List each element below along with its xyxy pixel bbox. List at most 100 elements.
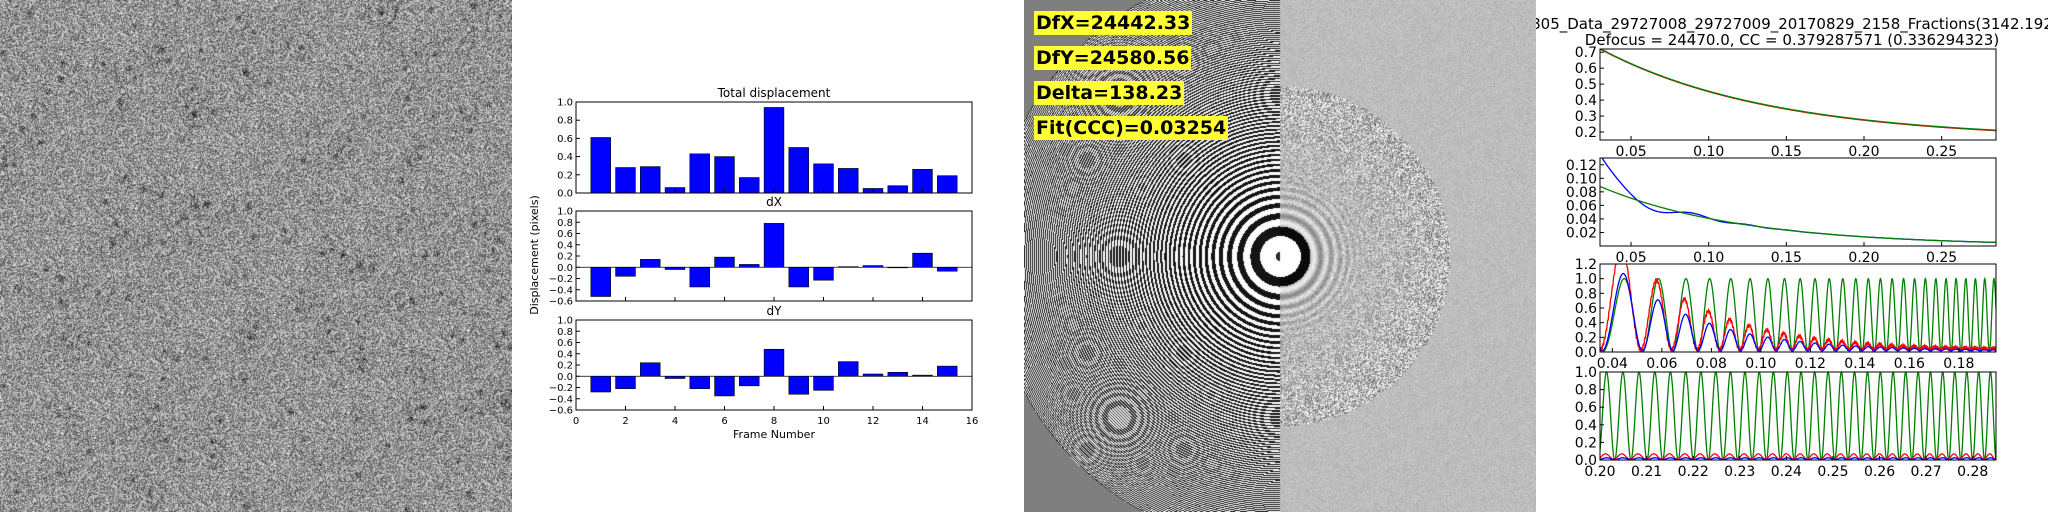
fit-subplot-0: 0.70.60.50.40.30.2 0.05 0.10 0.15 0.20 0.25 — [1575, 45, 1997, 160]
drift-bar — [838, 361, 859, 377]
ytick-label: 0.10 — [1566, 171, 1597, 187]
fit-axes-box — [1599, 48, 1997, 141]
xtick-label: 4 — [672, 416, 678, 427]
drift-bar — [714, 256, 735, 268]
ytick-label: 0.4 — [1575, 93, 1597, 109]
drift-bar — [838, 168, 859, 194]
ytick-label: 0.8 — [557, 116, 573, 127]
ctf-panel: DfX=24442.33 DfY=24580.56 Delta=138.23 F… — [1024, 0, 1536, 512]
ytick-label: 0.0 — [557, 189, 573, 200]
drift-subplot-2: dY 1.00.80.60.40.20.0−0.2−0.4−0.60 2 4 6 8 10 1… — [549, 304, 979, 427]
drift-bar — [862, 265, 884, 268]
fit-axes-box — [1599, 371, 1997, 461]
drift-bar — [813, 266, 834, 281]
xtick-label: 0.22 — [1678, 464, 1709, 480]
fit-line-green — [1600, 185, 1996, 244]
ytick-label: 1.0 — [1575, 272, 1597, 288]
drift-bar — [887, 185, 908, 194]
ytick-label: 0.5 — [1575, 77, 1597, 93]
xtick-label: 0.24 — [1771, 464, 1802, 480]
drift-subplot-title: dX — [766, 195, 782, 209]
drift-bar — [912, 252, 933, 268]
xtick-label: 0.04 — [1597, 356, 1628, 372]
xtick-label: 0.28 — [1957, 464, 1988, 480]
drift-bar — [862, 373, 884, 377]
ytick-label: 0.0 — [557, 263, 573, 274]
micrograph-panel — [0, 0, 512, 512]
ytick-label: 0.8 — [1575, 383, 1597, 399]
drift-bar — [763, 107, 785, 194]
drift-bar — [640, 259, 661, 268]
ytick-label: 0.0 — [557, 372, 573, 383]
ytick-label: 0.2 — [1575, 330, 1597, 346]
drift-bar — [714, 156, 735, 194]
ytick-label: 0.4 — [557, 152, 573, 163]
drift-bar — [739, 177, 760, 194]
fit-line-blue — [1601, 158, 1996, 244]
drift-bar — [664, 266, 686, 270]
xtick-label: 0.23 — [1724, 464, 1755, 480]
fit-line-red — [1600, 453, 1996, 460]
delta-label: Delta=138.23 — [1034, 81, 1185, 105]
xtick-label: 0 — [573, 416, 579, 427]
drift-chart: Displacement (pixels) Frame Number Total… — [528, 86, 979, 441]
ytick-label: 1.0 — [557, 207, 573, 218]
xtick-label: 0.25 — [1817, 464, 1848, 480]
ytick-label: −0.6 — [549, 297, 573, 308]
drift-bar — [813, 163, 834, 194]
drift-subplot-title: Total displacement — [717, 86, 831, 100]
fit-title-line1: 1805_Data_29727008_29727009_20170829_215… — [1536, 15, 2048, 34]
fit-title-line2: Defocus = 24470.0, CC = 0.379287571 (0.3… — [1585, 31, 1999, 49]
drift-bar — [838, 266, 859, 268]
drift-bar — [664, 375, 686, 379]
xtick-label: 0.27 — [1911, 464, 1942, 480]
drift-bar — [887, 372, 908, 377]
xtick-label: 0.06 — [1646, 356, 1677, 372]
drift-subplot-1: dX 1.00.80.60.40.20.0−0.2−0.4−0.6 — [549, 195, 973, 308]
ctf-fit-panel: 1805_Data_29727008_29727009_20170829_215… — [1522, 0, 2048, 512]
ytick-label: −0.4 — [549, 394, 573, 405]
drift-bar — [640, 362, 661, 377]
xtick-label: 0.05 — [1615, 144, 1646, 160]
dfy-label: DfY=24580.56 — [1034, 46, 1192, 70]
ytick-label: 0.2 — [557, 252, 573, 263]
drift-bar — [887, 266, 908, 269]
ytick-label: 1.0 — [557, 316, 573, 327]
ytick-label: 0.6 — [557, 229, 573, 240]
drift-bar — [912, 374, 933, 377]
drift-bar — [937, 365, 958, 377]
xtick-label: 0.10 — [1745, 356, 1776, 372]
ytick-label: 1.0 — [1575, 365, 1597, 381]
ytick-label: 0.6 — [1575, 301, 1597, 317]
drift-subplot-title: dY — [767, 304, 783, 318]
ytick-label: 0.2 — [1575, 125, 1597, 141]
ytick-label: 1.2 — [1575, 257, 1597, 273]
drift-bar — [763, 223, 785, 268]
ytick-label: 0.0 — [1575, 453, 1597, 469]
drift-bar — [590, 266, 611, 297]
xtick-label: 0.15 — [1771, 250, 1802, 266]
ytick-label: 0.4 — [1575, 418, 1597, 434]
ytick-label: 0.6 — [557, 338, 573, 349]
fit-subplot-2: 1.21.00.80.60.40.20.00.04 0.06 0.08 0.10 0.1… — [1575, 257, 1997, 372]
drift-bar — [739, 375, 760, 387]
drift-bar — [788, 266, 809, 288]
ytick-label: −0.2 — [549, 383, 573, 394]
ytick-label: −0.2 — [549, 274, 573, 285]
xtick-label: 8 — [771, 416, 777, 427]
xtick-label: 0.20 — [1848, 144, 1879, 160]
ytick-label: 0.12 — [1566, 158, 1597, 174]
xtick-label: 0.20 — [1848, 250, 1879, 266]
xtick-label: 10 — [817, 416, 830, 427]
ytick-label: 0.6 — [1575, 61, 1597, 77]
xtick-label: 0.14 — [1844, 356, 1875, 372]
fit-line-green — [1600, 49, 1996, 131]
drift-xlabel: Frame Number — [733, 428, 815, 441]
drift-bar — [640, 166, 661, 194]
fit-ccc-label: Fit(CCC)=0.03254 — [1034, 116, 1229, 140]
drift-bar — [590, 375, 611, 393]
ytick-label: 0.8 — [1575, 286, 1597, 302]
fit-axes-box — [1599, 157, 1997, 247]
xtick-label: 2 — [622, 416, 628, 427]
xtick-label: 14 — [916, 416, 929, 427]
